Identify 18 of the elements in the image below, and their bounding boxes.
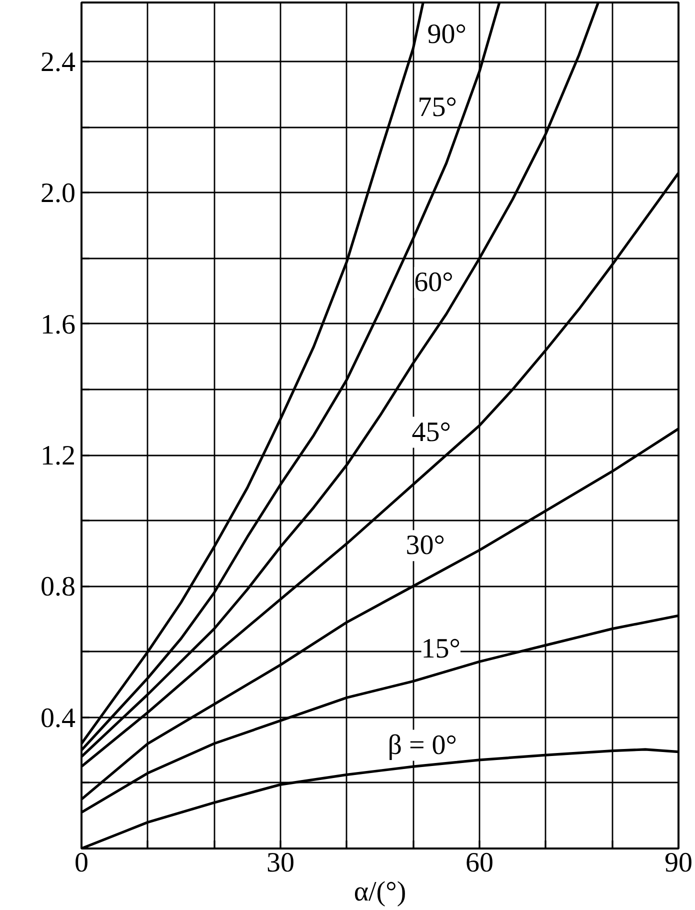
x-tick-label: 0 [74, 848, 88, 878]
y-tick-label: 2.4 [40, 47, 76, 78]
y-tick-label: 2.0 [40, 178, 76, 210]
y-tick-label: 0.8 [40, 572, 76, 603]
series-label: 75° [418, 92, 457, 123]
x-tick-label: 90 [664, 848, 692, 878]
series-label: 30° [406, 530, 445, 562]
x-tick-label: 60 [466, 848, 494, 878]
y-tick-label: 1.6 [40, 309, 76, 340]
series-label: 60° [414, 267, 454, 298]
series-label: 90° [427, 19, 466, 50]
series-label: 15° [421, 633, 460, 664]
series-label: 45° [412, 416, 451, 448]
y-tick-label: 0.4 [40, 702, 76, 734]
y-tick-label: 1.2 [40, 440, 76, 472]
series-label: β = 0° [388, 730, 458, 761]
x-tick-label: 30 [266, 848, 294, 878]
x-axis-title: α/(°) [354, 876, 406, 908]
